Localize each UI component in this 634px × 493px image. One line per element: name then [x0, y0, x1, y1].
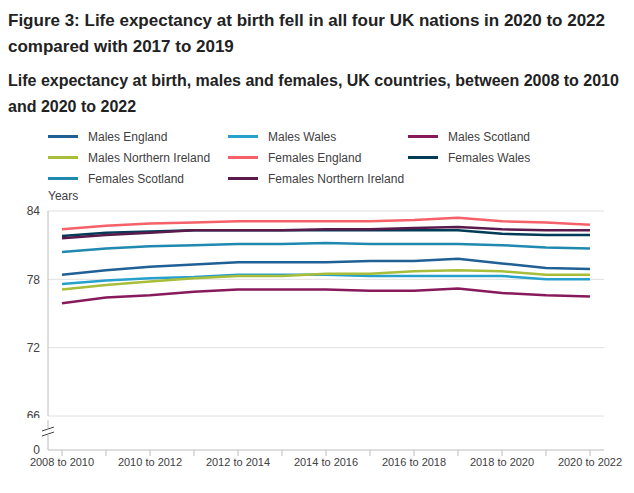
- svg-text:2008 to 2010: 2008 to 2010: [30, 456, 94, 468]
- html-text:Females Scotland: Females Scotland: [88, 171, 184, 186]
- html-text:Life expectancy at birth, male: Life expectancy at birth, males and fema…: [8, 72, 619, 115]
- svg-text:78: 78: [27, 273, 41, 287]
- svg-text:2010 to 2012: 2010 to 2012: [118, 456, 182, 468]
- svg-text:2014 to 2016: 2014 to 2016: [294, 456, 358, 468]
- svg-text:84: 84: [27, 204, 41, 218]
- svg-text:2018 to 2020: 2018 to 2020: [470, 456, 534, 468]
- html-text:Females Northern Ireland: Females Northern Ireland: [268, 171, 405, 186]
- html-text:Males Scotland: Males Scotland: [448, 129, 530, 144]
- svg-text:72: 72: [27, 341, 41, 355]
- html-text:Males England: Males England: [88, 129, 168, 144]
- html-text:Males Wales: Males Wales: [268, 129, 337, 144]
- svg-text:66: 66: [27, 409, 41, 418]
- html-text:Figure 3: Life expectancy at b: Figure 3: Life expectancy at birth fell …: [8, 11, 605, 56]
- svg-text:0: 0: [33, 443, 40, 457]
- svg-text:2020 to 2022: 2020 to 2022: [558, 456, 622, 468]
- html-text:Females England: Females England: [268, 150, 362, 165]
- svg-text:2012 to 2014: 2012 to 2014: [206, 456, 270, 468]
- html-text:Years: Years: [48, 189, 79, 203]
- html-text:Females Wales: Females Wales: [448, 150, 531, 165]
- html-text:Males Northern Ireland: Males Northern Ireland: [88, 150, 211, 165]
- svg-text:2016 to 2018: 2016 to 2018: [382, 456, 446, 468]
